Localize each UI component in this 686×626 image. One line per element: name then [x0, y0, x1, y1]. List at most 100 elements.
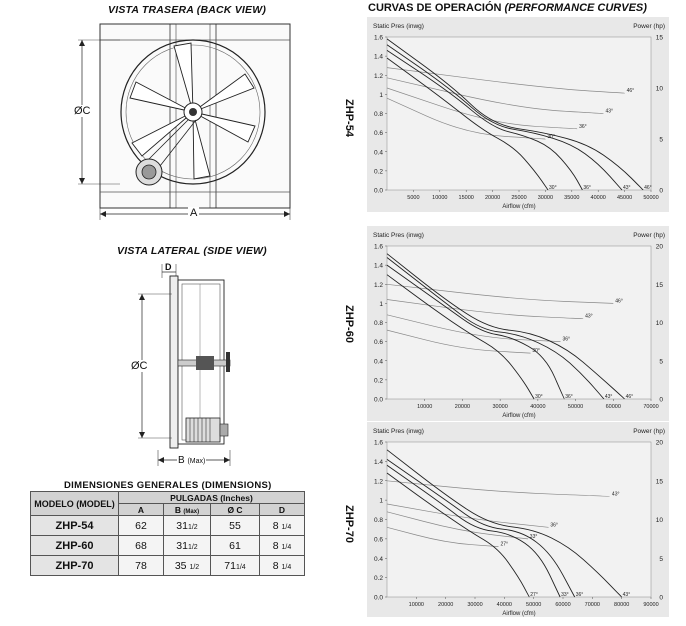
x-tick-label: 90000	[643, 602, 658, 608]
power-curve	[386, 511, 529, 540]
side-view-label-b: B (Max)	[177, 455, 207, 466]
curves-title-en: (PERFORMANCE CURVES)	[504, 2, 647, 14]
pressure-curve	[386, 253, 626, 400]
chart-model-label: ZHP-60	[342, 305, 355, 343]
y-tick-label: 1	[379, 498, 383, 505]
power-curve-label: 46°	[627, 88, 635, 94]
pressure-curve-label: 33°	[561, 592, 569, 598]
side-view-title: VISTA LATERAL (SIDE VIEW)	[117, 245, 267, 257]
y-axis-label: Static Pres (inwg)	[373, 23, 424, 30]
x-tick-label: 25000	[511, 195, 526, 201]
pressure-curve-label: 43°	[605, 394, 613, 400]
y-tick-label: 1.6	[374, 440, 383, 447]
chart-svg: 0.0 0.2 0.4 0.6 0.8 1 1.2 1.4 1.6 0 5 10 15 5000 10000…	[373, 23, 665, 210]
y2-tick-label: 10	[656, 517, 664, 524]
y-tick-label: 1.6	[374, 244, 383, 251]
pressure-curve-label: 36°	[576, 592, 584, 598]
col-b-letter: B	[174, 504, 182, 515]
back-view-label-a: A	[188, 207, 200, 219]
curves-title: CURVAS DE OPERACIÓN (PERFORMANCE CURVES)	[368, 2, 647, 14]
chart-zhp-54: 0.0 0.2 0.4 0.6 0.8 1 1.2 1.4 1.6 0 5 10 15 5000 10000…	[367, 17, 669, 212]
y2-tick-label: 20	[656, 244, 664, 251]
y-tick-label: 0.0	[374, 397, 383, 404]
x-tick-label: 50000	[568, 404, 583, 410]
y2-tick-label: 15	[656, 35, 664, 42]
power-curve	[386, 526, 499, 547]
power-curve	[386, 329, 531, 354]
x-tick-label: 45000	[617, 195, 632, 201]
row-a: 78	[118, 555, 164, 576]
side-view-drawing	[138, 264, 231, 466]
y-axis-label: Static Pres (inwg)	[373, 428, 424, 435]
col-group-header: PULGADAS (Inches)	[118, 491, 305, 504]
power-curve	[386, 67, 625, 94]
y2-axis-label: Power (hp)	[633, 23, 665, 30]
row-model: ZHP-60	[30, 535, 119, 556]
pressure-curve-label: 30°	[535, 394, 543, 400]
y-tick-label: 1.6	[374, 35, 383, 42]
row-d: 8 1/4	[259, 535, 305, 556]
back-view-title: VISTA TRASERA (BACK VIEW)	[108, 4, 267, 16]
power-curve-label: 36°	[579, 124, 587, 130]
chart-model-label: ZHP-70	[342, 505, 355, 543]
col-a-header: A	[118, 503, 164, 516]
row-c-whole: 71	[224, 559, 236, 572]
x-tick-label: 80000	[614, 602, 629, 608]
x-tick-label: 30000	[492, 404, 507, 410]
pressure-curve-label: 27°	[530, 592, 538, 598]
y-tick-label: 1	[379, 301, 383, 308]
side-view-label-b-max: (Max)	[187, 458, 206, 465]
x-tick-label: 15000	[459, 195, 474, 201]
y-tick-label: 0.0	[374, 595, 383, 602]
curves-title-main: CURVAS DE OPERACIÓN	[368, 2, 502, 14]
col-d-header: D	[259, 503, 305, 516]
pressure-curve	[386, 264, 565, 400]
pressure-curve	[386, 38, 644, 191]
y-axis-label: Static Pres (inwg)	[373, 232, 424, 239]
y-tick-label: 1.4	[374, 54, 383, 61]
y2-tick-label: 0	[659, 595, 663, 602]
chart-zhp-60: 0.0 0.2 0.4 0.6 0.8 1 1.2 1.4 1.6 0 5 10 15 20 10000 20…	[367, 226, 669, 421]
row-b-frac: 1/2	[189, 563, 200, 571]
back-view-label-c: ØC	[74, 105, 91, 117]
x-tick-label: 70000	[643, 404, 658, 410]
col-b-max: (Max)	[183, 508, 200, 515]
power-curve-label: 43°	[605, 109, 613, 115]
y2-axis-label: Power (hp)	[633, 428, 665, 435]
y-tick-label: 0.6	[374, 536, 383, 543]
dimensions-title: DIMENSIONES GENERALES (DIMENSIONS)	[64, 480, 272, 491]
x-axis-label: Airflow (cfm)	[502, 204, 535, 210]
y-tick-label: 0.8	[374, 517, 383, 524]
side-view-label-b-letter: B	[178, 455, 185, 466]
side-view-label-c: ØC	[131, 360, 148, 372]
y-tick-label: 0.4	[374, 149, 383, 156]
table-row: ZHP-70 78 35 1/2 711/4 8 1/4	[30, 555, 305, 576]
y2-tick-label: 5	[659, 358, 663, 365]
x-axis-label: Airflow (cfm)	[502, 611, 535, 617]
power-curve	[386, 503, 549, 528]
y-tick-label: 0.2	[374, 575, 383, 582]
row-d-whole: 8	[272, 539, 279, 552]
pressure-curve-label: 43°	[623, 592, 631, 598]
power-curve	[386, 283, 614, 304]
y-tick-label: 0.0	[374, 188, 383, 195]
x-tick-label: 40000	[497, 602, 512, 608]
row-model: ZHP-70	[30, 555, 119, 576]
x-tick-label: 60000	[606, 404, 621, 410]
pressure-curve-label: 30°	[549, 185, 557, 191]
pressure-curve	[386, 274, 535, 400]
power-curve-label: 36°	[562, 337, 570, 343]
pressure-curve-label: 36°	[583, 185, 591, 191]
y-tick-label: 0.4	[374, 556, 383, 563]
y-tick-label: 1.2	[374, 282, 383, 289]
row-d: 8 1/4	[259, 515, 305, 536]
row-b: 311/2	[163, 515, 211, 536]
x-tick-label: 50000	[643, 195, 658, 201]
y2-tick-label: 10	[656, 320, 664, 327]
power-curve-label: 43°	[612, 491, 620, 497]
row-b-whole: 35	[174, 559, 187, 572]
power-curve	[386, 314, 561, 342]
y2-tick-label: 20	[656, 440, 664, 447]
table-row: ZHP-60 68 311/2 61 8 1/4	[30, 535, 305, 556]
y-tick-label: 1.4	[374, 263, 383, 270]
